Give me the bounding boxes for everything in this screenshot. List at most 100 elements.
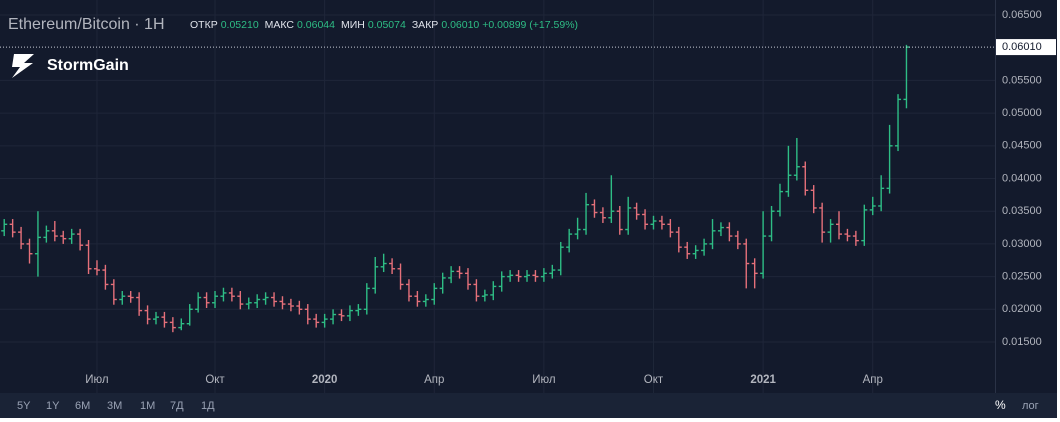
ohlc-bar [481,289,488,302]
last-price-label: 0.06010 [1002,41,1042,53]
ohlc-bar [355,304,362,316]
ohlc-bar [490,281,497,301]
plot-area [0,0,995,393]
ohlc-bar [279,296,286,310]
ohlc-bar [701,238,708,256]
range-button[interactable]: 1Y [46,400,60,412]
ohlc-bar [228,287,235,302]
ohlc-bar [51,221,58,242]
ohlc-bar [439,272,446,294]
ohlc-bar [819,202,826,243]
ohlc-bar [102,264,109,290]
ohlc-bar [692,245,699,259]
ohlc-bar [68,228,75,244]
logo-icon [12,54,34,78]
ohlc-bar [844,228,851,242]
chart-title: Ethereum/Bitcoin · 1H [8,16,165,33]
ohlc-bar [751,258,758,289]
y-tick-label: 0.03000 [1002,238,1042,250]
y-tick-label: 0.03500 [1002,205,1042,217]
ohlc-bar [405,279,412,302]
y-tick-label: 0.02500 [1002,271,1042,283]
stat-value: 0.05074 [368,19,406,31]
ohlc-bar [869,196,876,216]
ohlc-bar [793,137,800,181]
ohlc-bar [642,209,649,230]
stat-label: МИН [341,19,365,31]
ohlc-bar [169,317,176,333]
ohlc-bar [119,290,126,305]
ohlc-bar [245,297,252,310]
ohlc-bar [321,313,328,328]
ohlc-bar [566,228,573,253]
ohlc-bar [625,196,632,235]
x-tick-label: Июл [85,374,108,386]
toolbar: 5Y 1Y 6M 3M 1M 7Д 1Д% лог [17,398,1039,412]
range-button[interactable]: 7Д [170,400,184,412]
range-button[interactable]: 5Y [17,400,31,412]
ohlc-bar [532,270,539,282]
ohlc-bar [397,263,404,290]
range-button[interactable]: 1Д [201,400,215,412]
ohlc-bar [557,241,564,276]
ohlc-bar [93,260,100,276]
ohlc-bar [524,270,531,282]
ohlc-bar [743,238,750,289]
x-tick-label: Июл [532,374,555,386]
ohlc-bar [77,228,84,251]
toolbar-background [0,393,1057,418]
ohlc-bar [346,305,353,322]
stat-value: 0.05210 [221,19,259,31]
percent-toggle[interactable]: % [995,398,1006,412]
ohlc-bar [203,292,210,308]
ohlc-bar [1,219,8,237]
last-price-box [996,39,1056,56]
ohlc-bar [422,294,429,307]
x-tick-label: Окт [205,374,225,386]
ohlc-bar [599,207,606,223]
ohlc-bar [464,268,471,290]
ohlc-bar [734,230,741,250]
ohlc-bar [60,230,67,244]
stat-label: ОТКР [190,19,218,31]
range-button[interactable]: 3M [107,400,122,412]
ohlc-bar [827,219,834,243]
ohlc-bar [616,205,623,235]
ohlc-bar [810,185,817,214]
ohlc-bar [144,305,151,325]
ohlc-bar [271,292,278,307]
ohlc-bar [296,300,303,315]
ohlc-bar [127,290,134,303]
ohlc-bar [254,294,261,308]
ohlc-bar [313,313,320,328]
ohlc-bar [136,292,143,316]
ohlc-bar [34,211,41,277]
ohlc-bar [473,279,480,302]
ohlc-bar [389,258,396,274]
ohlc-bar [658,215,665,230]
ohlc-bar [43,225,50,243]
ohlc-bar [667,219,674,238]
ohlc-bar [262,292,269,305]
ohlc-bar [895,94,902,152]
y-tick-label: 0.04000 [1002,172,1042,184]
x-tick-label: 2020 [312,374,338,386]
x-tick-label: Окт [644,374,664,386]
log-toggle[interactable]: лог [1022,400,1039,412]
ohlc-bar [330,309,337,325]
ohlc-bar [785,145,792,197]
ohlc-bar [195,292,202,313]
ohlc-bar [380,253,387,273]
ohlc-bar [650,215,657,230]
ohlc-bar [220,287,227,302]
range-button[interactable]: 6M [75,400,90,412]
ohlc-bar [414,290,421,307]
ohlc-bar [456,266,463,279]
range-button[interactable]: 1M [140,400,155,412]
x-tick-label: Апр [424,374,444,386]
ohlc-bar [363,283,370,315]
ohlc-bar [726,222,733,242]
ohlc-bar [287,298,294,312]
ohlc-bar [709,219,716,250]
ohlc-bar [861,204,868,246]
